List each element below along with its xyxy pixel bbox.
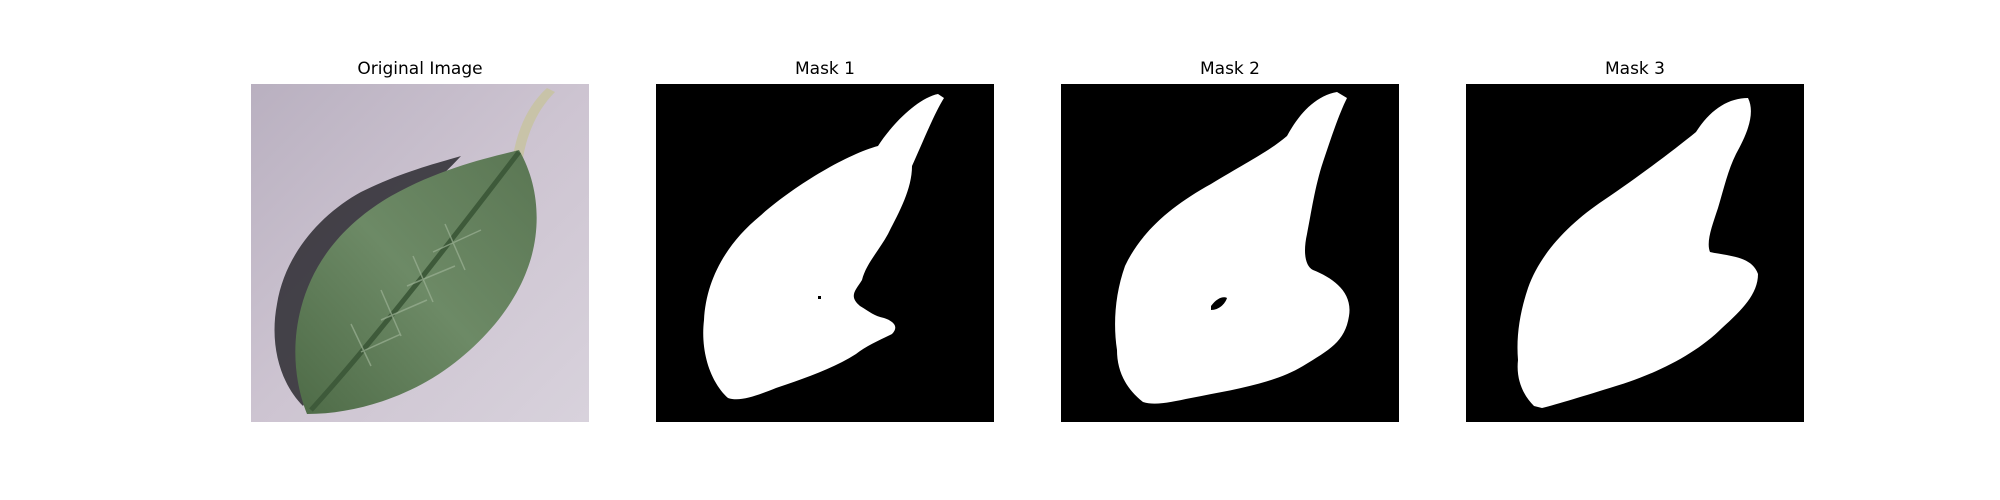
panel-title: Mask 2 [1199, 59, 1260, 79]
original-leaf-photo [251, 84, 589, 422]
mask-1-panel: Mask 1 [656, 58, 994, 422]
original-image-panel: Original Image [251, 58, 589, 422]
mask-2-image [1061, 84, 1399, 422]
panel-title: Mask 1 [794, 59, 855, 79]
mask-region [1517, 98, 1758, 408]
mask-2-panel: Mask 2 [1061, 58, 1399, 422]
mask-hole [1211, 297, 1227, 310]
mask-region [1115, 92, 1350, 404]
mask-1-image [656, 84, 994, 422]
panel-title: Original Image [357, 59, 483, 79]
leaf-stem [513, 88, 555, 158]
panel-title: Mask 3 [1604, 59, 1665, 79]
mask-region [703, 94, 944, 400]
mask-3-image [1466, 84, 1804, 422]
mask-3-panel: Mask 3 [1466, 58, 1804, 422]
leaf-midrib [309, 150, 521, 412]
